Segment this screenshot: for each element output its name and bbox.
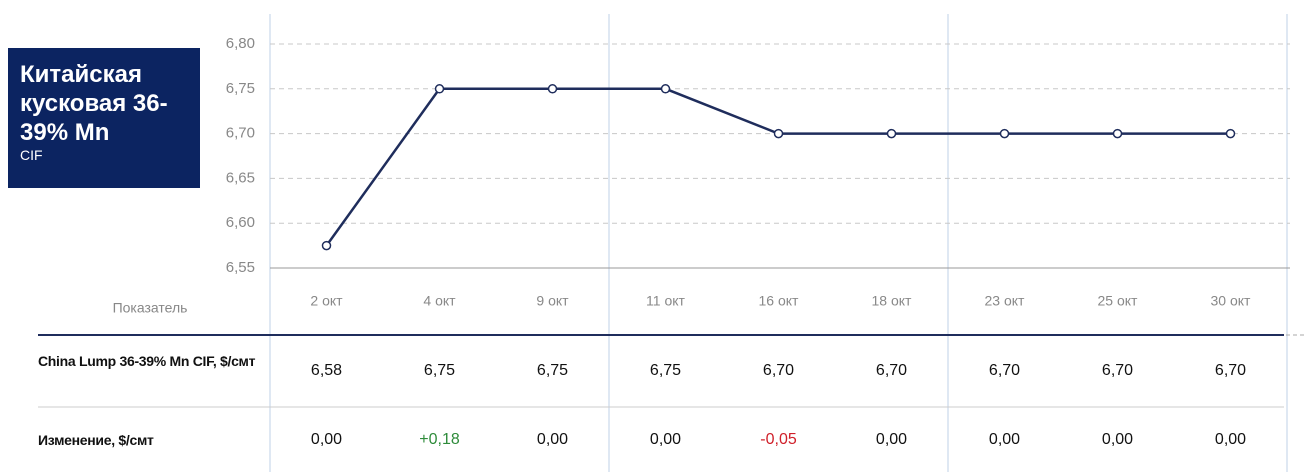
y-tick-label: 6,55 xyxy=(226,259,255,276)
x-tick-label: 16 окт xyxy=(759,293,800,309)
table-change: 0,00 xyxy=(989,431,1020,448)
table-change: 0,00 xyxy=(876,431,907,448)
table-change: 0,00 xyxy=(650,431,681,448)
x-tick-label: 23 окт xyxy=(985,293,1026,309)
table-value: 6,70 xyxy=(1215,362,1246,379)
table-change: 0,00 xyxy=(1215,431,1246,448)
title-box: Китайская кусковая 36-39% Mn CIF xyxy=(8,48,200,188)
table-change: -0,05 xyxy=(760,431,797,448)
row-label: China Lump 36-39% Mn CIF, $/смт xyxy=(38,353,256,369)
y-tick-label: 6,70 xyxy=(226,125,255,142)
table-value: 6,75 xyxy=(537,362,568,379)
data-point xyxy=(434,84,445,94)
table-change: 0,00 xyxy=(1102,431,1133,448)
row-label: Изменение, $/смт xyxy=(38,432,154,448)
x-tick-label: 2 окт xyxy=(310,293,343,309)
table-change: +0,18 xyxy=(419,431,460,448)
data-point xyxy=(660,84,671,94)
x-tick-label: 18 окт xyxy=(872,293,913,309)
table-value: 6,58 xyxy=(311,362,342,379)
x-tick-label: 11 окт xyxy=(646,293,685,309)
data-point xyxy=(773,128,784,139)
data-point xyxy=(1112,128,1123,139)
x-tick-label: 9 окт xyxy=(536,293,569,309)
table-change: 0,00 xyxy=(537,431,568,448)
table-value: 6,70 xyxy=(876,362,907,379)
data-point xyxy=(1225,128,1236,139)
table-value: 6,75 xyxy=(650,362,681,379)
data-point xyxy=(547,84,558,94)
line-series xyxy=(325,87,1231,247)
chart-subtitle: CIF xyxy=(20,147,43,163)
x-tick-label: 25 окт xyxy=(1098,293,1139,309)
y-tick-label: 6,60 xyxy=(226,214,255,231)
table-value: 6,70 xyxy=(763,362,794,379)
x-tick-label: 4 окт xyxy=(423,293,456,309)
data-point xyxy=(321,240,332,251)
table-value: 6,75 xyxy=(424,362,455,379)
table-change: 0,00 xyxy=(311,431,342,448)
table-value: 6,70 xyxy=(1102,362,1133,379)
x-tick-label: 30 окт xyxy=(1211,293,1252,309)
y-tick-label: 6,75 xyxy=(226,80,255,97)
data-point xyxy=(886,128,897,139)
y-tick-label: 6,80 xyxy=(226,35,255,52)
data-point xyxy=(999,128,1010,139)
chart-title: Китайская кусковая 36-39% Mn xyxy=(20,61,168,146)
row-header: Показатель xyxy=(113,300,188,316)
table-value: 6,70 xyxy=(989,362,1020,379)
y-tick-label: 6,65 xyxy=(226,169,255,186)
